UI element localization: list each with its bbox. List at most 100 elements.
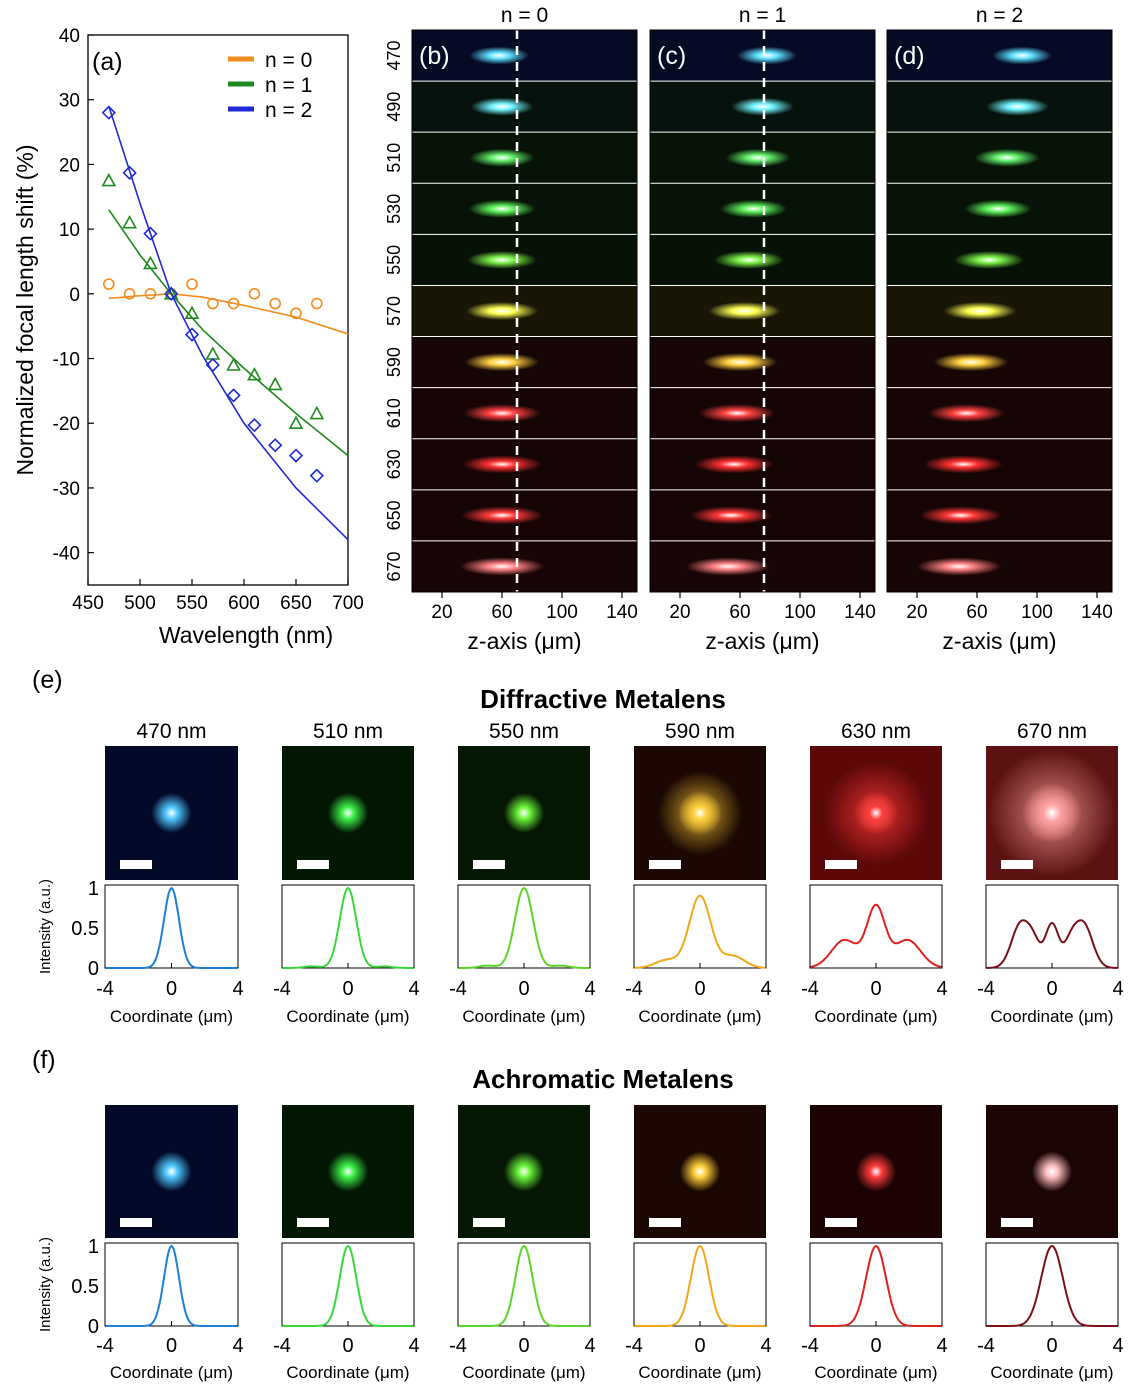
data-point (101, 105, 116, 120)
x-axis-label: Coordinate (μm) (990, 1363, 1113, 1382)
panel-a-chart: 450 500 550 600 650 700 40 30 20 10 0 -10 -20 -30 -40 W… (12, 26, 364, 648)
focal-spot (460, 557, 544, 576)
x-tick-label: 4 (408, 1335, 419, 1357)
x-tick-label: 0 (342, 1335, 353, 1357)
focal-spot (856, 1151, 896, 1192)
x-tick-label: 4 (1112, 1335, 1123, 1357)
heatmap-frame (649, 29, 876, 593)
x-tick-label: 0 (1046, 978, 1057, 1000)
x-tick-label: 60 (729, 602, 750, 623)
x-axis-label: Coordinate (μm) (462, 1363, 585, 1382)
row-wavelength-label: 530 (384, 194, 404, 224)
focal-spot (463, 404, 541, 423)
x-tick-label: -4 (449, 978, 467, 1000)
x-tick-label: -4 (273, 978, 291, 1000)
y-axis-label: Intensity (a.u.) (37, 879, 54, 974)
x-tick-label: 500 (124, 593, 156, 614)
x-axis-label: Coordinate (μm) (462, 1007, 585, 1026)
x-tick-label: 450 (72, 593, 104, 614)
scale-bar (120, 860, 152, 869)
fit-line-2 (108, 105, 349, 541)
panel-label: (b) (419, 42, 450, 70)
data-point (247, 367, 262, 381)
y-axis-label: Intensity (a.u.) (37, 1237, 54, 1332)
focal-spot (1022, 783, 1082, 843)
x-tick-label: -4 (625, 978, 643, 1000)
x-tick-label: 0 (342, 978, 353, 1000)
x-tick-label: 700 (332, 593, 364, 614)
y-tick-label: -10 (53, 350, 80, 371)
section-title: Achromatic Metalens (472, 1064, 734, 1094)
focal-spot (151, 793, 192, 833)
data-point (205, 357, 220, 373)
data-point (247, 418, 262, 433)
profile-frame (633, 1242, 767, 1327)
x-tick-label: 0 (1046, 1335, 1057, 1357)
focal-spot (731, 97, 794, 116)
focal-spot (919, 506, 1002, 525)
data-point (290, 307, 302, 320)
y-axis-label: Normalized focal length shift (%) (12, 144, 38, 475)
focal-spot (461, 506, 543, 525)
profile-frame (633, 884, 767, 969)
x-axis-label: Coordinate (μm) (286, 1007, 409, 1026)
focal-spot (678, 791, 722, 835)
row-wavelength-label: 490 (384, 92, 404, 122)
focal-spot (462, 455, 542, 474)
x-tick-label: 600 (228, 593, 260, 614)
scale-bar (825, 860, 857, 869)
y-tick-label: 30 (59, 91, 80, 112)
row-wavelength-label: 570 (384, 296, 404, 326)
x-tick-label: 4 (232, 978, 243, 1000)
focal-spot (694, 455, 774, 474)
panel-label: (c) (657, 42, 686, 70)
x-tick-label: -4 (273, 1335, 291, 1357)
x-tick-label: -4 (977, 978, 995, 1000)
data-point (144, 288, 157, 300)
y-tick-label: 1 (88, 1236, 99, 1258)
x-tick-label: 140 (606, 602, 638, 623)
x-tick-label: 20 (906, 602, 927, 623)
profile-frame (985, 884, 1119, 969)
scale-bar (1001, 1218, 1033, 1227)
profile-frame (281, 884, 415, 969)
profile-frame (809, 884, 943, 969)
profile-line (458, 886, 590, 969)
x-tick-label: 4 (232, 1335, 243, 1357)
focal-spot (698, 404, 776, 423)
y-tick-label: 40 (59, 26, 80, 47)
focal-spot (954, 250, 1024, 269)
x-axis-label: Coordinate (μm) (638, 1363, 761, 1382)
focal-spot (464, 353, 540, 372)
row-wavelength-label: 590 (384, 347, 404, 377)
profile-frame (457, 1242, 591, 1327)
y-tick-label: 20 (59, 155, 80, 176)
scale-bar (120, 1218, 152, 1227)
x-axis-label: Wavelength (nm) (159, 622, 333, 648)
data-point (269, 297, 282, 310)
profile-line (458, 1244, 590, 1327)
x-tick-label: 0 (166, 1335, 177, 1357)
x-tick-label: -4 (801, 978, 819, 1000)
focal-spot (974, 148, 1040, 167)
scale-bar (649, 1218, 681, 1227)
focal-spot (469, 148, 535, 167)
x-tick-label: -4 (96, 978, 114, 1000)
profile-line (986, 1244, 1118, 1327)
wavelength-label: 670 nm (1017, 720, 1087, 743)
x-axis-label: z-axis (μm) (467, 628, 581, 654)
row-wavelength-label: 610 (384, 398, 404, 428)
focal-spot (854, 791, 898, 835)
focal-spot (328, 793, 368, 833)
x-tick-label: -4 (625, 1335, 643, 1357)
heatmap-frame (886, 29, 1113, 593)
focal-spot (468, 199, 536, 218)
focal-spot (923, 455, 1004, 474)
data-point (164, 286, 179, 301)
focal-spot (986, 97, 1049, 116)
section-title: Diffractive Metalens (480, 684, 726, 714)
wavelength-label: 470 nm (136, 720, 206, 743)
profile-frame (457, 884, 591, 969)
fit-line-0 (108, 293, 349, 335)
scale-bar (473, 860, 505, 869)
